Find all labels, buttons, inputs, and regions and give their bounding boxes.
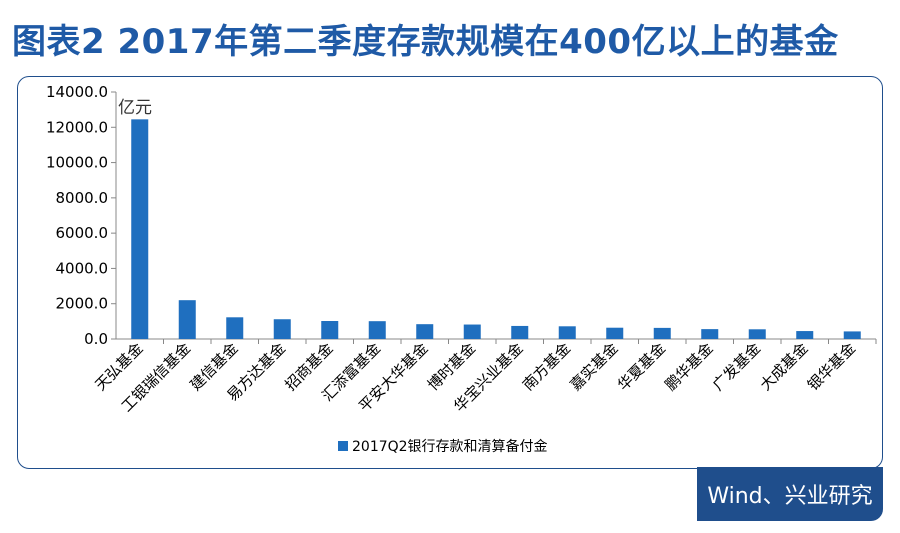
y-tick-label: 6000.0	[56, 224, 109, 242]
y-tick-label: 14000.0	[46, 83, 108, 101]
chart-frame: 14000.0 12000.0 10000.0 8000.0 6000.0 4000.0 2…	[17, 76, 883, 469]
y-tick-label: 4000.0	[56, 259, 109, 277]
bar	[653, 327, 671, 339]
legend-label: 2017Q2银行存款和清算备付金	[352, 438, 548, 455]
y-tick-label: 0.0	[84, 330, 108, 348]
bar	[131, 119, 149, 339]
bar	[796, 331, 814, 339]
y-tick-label: 8000.0	[56, 189, 109, 207]
x-category-label: 大成基金	[756, 339, 811, 394]
x-category-label: 南方基金	[519, 339, 574, 394]
bar	[321, 321, 339, 339]
bar	[701, 329, 719, 339]
bar	[511, 325, 529, 339]
x-category-label: 银华基金	[804, 339, 859, 394]
bar	[606, 327, 624, 339]
x-category-label: 广发基金	[709, 339, 764, 394]
bar	[416, 324, 434, 339]
x-category-label: 华夏基金	[614, 339, 669, 394]
y-unit-label: 亿元	[118, 98, 152, 118]
legend-swatch	[338, 441, 348, 451]
bar	[273, 319, 291, 339]
bar	[748, 329, 766, 339]
bar	[463, 324, 481, 339]
bar	[178, 300, 196, 339]
figure-title: 图表2 2017年第二季度存款规模在400亿以上的基金	[12, 22, 839, 62]
y-tick-label: 2000.0	[56, 295, 109, 313]
y-tick-label: 10000.0	[46, 154, 108, 172]
bar-chart: 14000.0 12000.0 10000.0 8000.0 6000.0 4000.0 2…	[46, 83, 877, 455]
x-category-label: 嘉实基金	[566, 339, 621, 394]
y-tick-label: 12000.0	[46, 118, 108, 136]
bar	[368, 321, 386, 339]
bar	[843, 331, 861, 339]
source-label: Wind、兴业研究	[697, 467, 883, 521]
x-category-label: 鹏华基金	[661, 339, 716, 394]
bar	[226, 317, 244, 339]
bar	[558, 326, 576, 339]
